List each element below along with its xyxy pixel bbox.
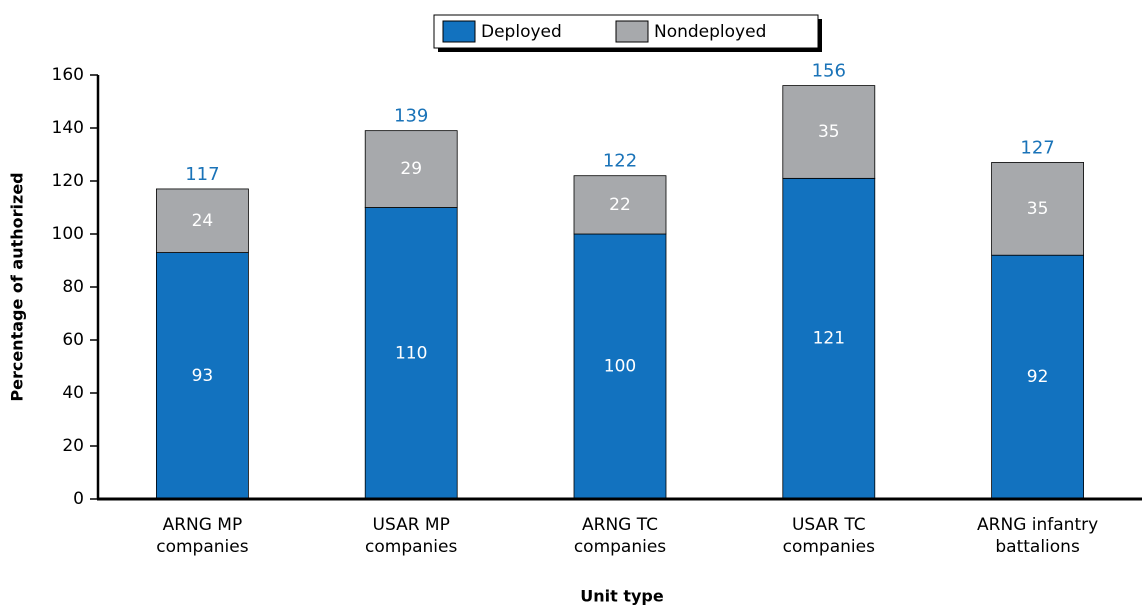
- total-label: 117: [185, 164, 219, 185]
- segment-label: 35: [1027, 199, 1049, 219]
- bar-segment: [364, 130, 458, 208]
- segment-label: 92: [1027, 367, 1049, 387]
- x-tick-label: USAR MP: [373, 515, 450, 535]
- total-label: 139: [394, 106, 428, 127]
- segment-label: 29: [400, 159, 422, 179]
- bar-segment: [155, 188, 249, 253]
- x-tick-label: ARNG infantry: [977, 515, 1098, 535]
- y-axis-label: Percentage of authorized: [8, 172, 27, 401]
- x-tick-label: companies: [156, 537, 248, 557]
- total-label: 127: [1020, 137, 1054, 158]
- segment-label: 24: [192, 211, 214, 231]
- bar-segment: [573, 175, 667, 235]
- x-tick-label: battalions: [995, 537, 1080, 557]
- total-label: 122: [603, 151, 637, 172]
- bar-segment: [155, 252, 249, 500]
- x-tick-label: companies: [783, 537, 875, 557]
- x-tick-label: ARNG MP: [163, 515, 243, 535]
- segment-label: 121: [813, 329, 845, 349]
- bar-segment: [782, 85, 876, 179]
- legend-swatch: [442, 20, 476, 43]
- y-tick-label: 60: [62, 330, 84, 350]
- y-tick-label: 0: [73, 489, 84, 509]
- y-tick-label: 100: [52, 224, 84, 244]
- x-tick-label: ARNG TC: [582, 515, 658, 535]
- segment-label: 35: [818, 122, 840, 142]
- legend-swatch: [615, 20, 649, 43]
- x-axis-label: Unit type: [580, 587, 664, 606]
- x-tick-label: companies: [574, 537, 666, 557]
- bar-segment: [991, 162, 1084, 256]
- bar-segment: [991, 254, 1084, 500]
- y-tick-label: 20: [62, 436, 84, 456]
- y-tick-label: 160: [52, 65, 84, 85]
- segment-label: 93: [192, 366, 214, 386]
- segment-label: 110: [395, 343, 427, 363]
- legend-label: Deployed: [481, 22, 562, 42]
- legend-label: Nondeployed: [654, 22, 766, 42]
- bar-segment: [782, 177, 876, 500]
- y-tick-label: 140: [52, 118, 84, 138]
- y-tick-label: 120: [52, 171, 84, 191]
- y-tick-label: 80: [62, 277, 84, 297]
- segment-label: 22: [609, 195, 631, 215]
- segment-label: 100: [604, 357, 636, 377]
- y-tick-label: 40: [62, 383, 84, 403]
- total-label: 156: [812, 61, 846, 82]
- x-tick-label: companies: [365, 537, 457, 557]
- x-tick-label: USAR TC: [792, 515, 866, 535]
